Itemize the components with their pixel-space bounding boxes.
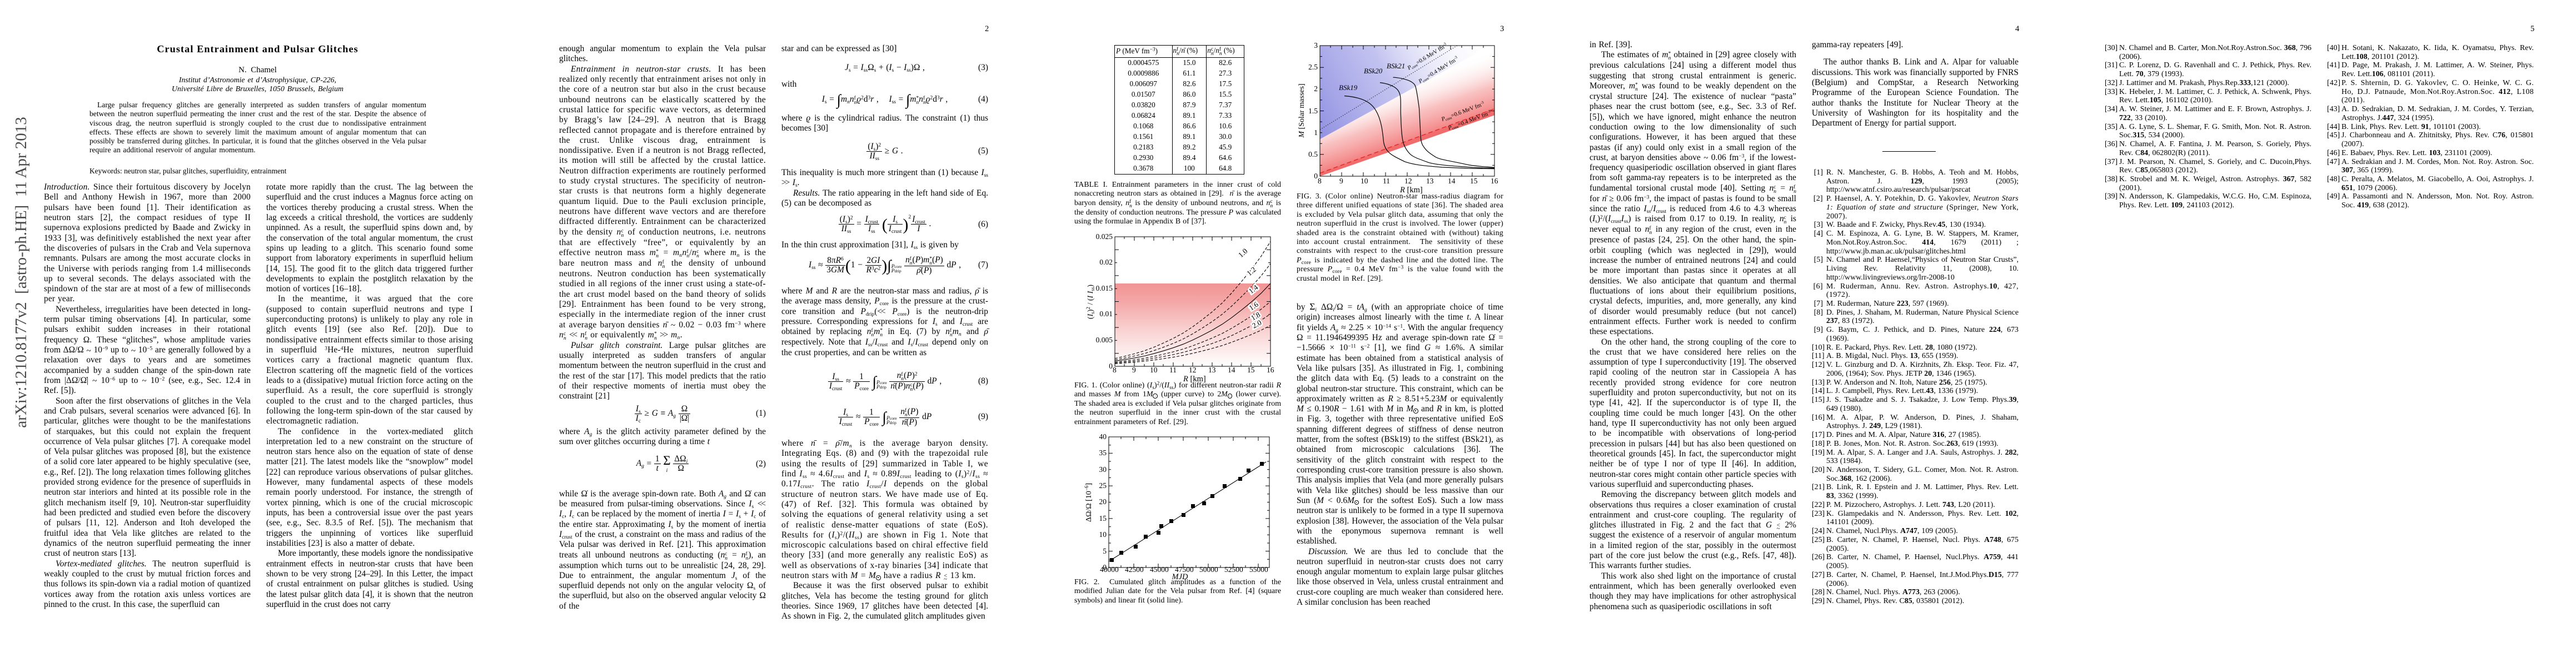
svg-text:0.015: 0.015 xyxy=(1096,284,1113,292)
svg-text:0.01: 0.01 xyxy=(1099,310,1113,318)
svg-text:15: 15 xyxy=(1247,366,1255,374)
svg-text:15: 15 xyxy=(1470,177,1478,185)
svg-text:ΔΩ/Ω [10−6]: ΔΩ/Ω [10−6] xyxy=(1084,483,1093,522)
svg-text:2.5: 2.5 xyxy=(1308,63,1318,71)
svg-text:20: 20 xyxy=(1099,497,1107,506)
svg-text:13: 13 xyxy=(1208,366,1216,374)
svg-text:M [Solar masses]: M [Solar masses] xyxy=(1298,83,1306,138)
svg-text:0.5: 0.5 xyxy=(1308,150,1318,158)
svg-text:13: 13 xyxy=(1426,177,1434,185)
svg-text:50000: 50000 xyxy=(1199,565,1218,574)
svg-text:9: 9 xyxy=(1339,177,1343,185)
svg-text:16: 16 xyxy=(1267,366,1274,374)
svg-text:14: 14 xyxy=(1448,177,1456,185)
svg-text:55000: 55000 xyxy=(1249,565,1268,574)
svg-text:42500: 42500 xyxy=(1125,565,1144,574)
svg-text:16: 16 xyxy=(1491,177,1498,185)
svg-text:14: 14 xyxy=(1228,366,1235,374)
svg-text:15: 15 xyxy=(1099,514,1107,522)
svg-text:0: 0 xyxy=(1109,362,1113,370)
svg-text:5: 5 xyxy=(1103,547,1107,555)
svg-text:1.5: 1.5 xyxy=(1308,107,1318,115)
svg-text:40000: 40000 xyxy=(1100,565,1119,574)
svg-text:9: 9 xyxy=(1132,366,1136,374)
svg-text:0.02: 0.02 xyxy=(1099,258,1113,266)
svg-text:10: 10 xyxy=(1361,177,1368,185)
svg-text:30: 30 xyxy=(1099,465,1107,474)
svg-text:47500: 47500 xyxy=(1175,565,1194,574)
svg-text:8: 8 xyxy=(1318,177,1322,185)
svg-text:45000: 45000 xyxy=(1150,565,1169,574)
svg-text:1: 1 xyxy=(1314,128,1318,137)
svg-text:0.005: 0.005 xyxy=(1096,336,1113,344)
svg-text:0.025: 0.025 xyxy=(1096,232,1113,241)
svg-text:40: 40 xyxy=(1099,432,1107,441)
svg-text:10: 10 xyxy=(1150,366,1158,374)
svg-text:12: 12 xyxy=(1404,177,1412,185)
svg-text:MJD: MJD xyxy=(1172,573,1189,581)
svg-text:0: 0 xyxy=(1103,563,1107,571)
svg-text:(Is)2 / (I Iss): (Is)2 / (I Iss) xyxy=(1085,285,1095,319)
svg-text:11: 11 xyxy=(1169,366,1177,374)
svg-text:R [km]: R [km] xyxy=(1399,186,1423,195)
svg-text:35: 35 xyxy=(1099,449,1107,457)
svg-text:25: 25 xyxy=(1099,481,1107,490)
svg-text:BSk21: BSk21 xyxy=(1387,62,1405,70)
svg-text:R [km]: R [km] xyxy=(1183,375,1206,384)
svg-text:1.0: 1.0 xyxy=(1237,247,1249,260)
svg-text:11: 11 xyxy=(1383,177,1390,185)
svg-text:0: 0 xyxy=(1314,172,1318,180)
svg-text:BSk19: BSk19 xyxy=(1339,83,1358,92)
svg-text:12: 12 xyxy=(1189,366,1197,374)
svg-text:52500: 52500 xyxy=(1224,565,1243,574)
svg-text:8: 8 xyxy=(1113,366,1117,374)
svg-text:1.2: 1.2 xyxy=(1245,265,1258,277)
svg-text:10: 10 xyxy=(1099,530,1107,539)
svg-text:BSk20: BSk20 xyxy=(1364,67,1383,75)
svg-text:3: 3 xyxy=(1314,41,1318,49)
svg-text:2: 2 xyxy=(1314,84,1318,93)
